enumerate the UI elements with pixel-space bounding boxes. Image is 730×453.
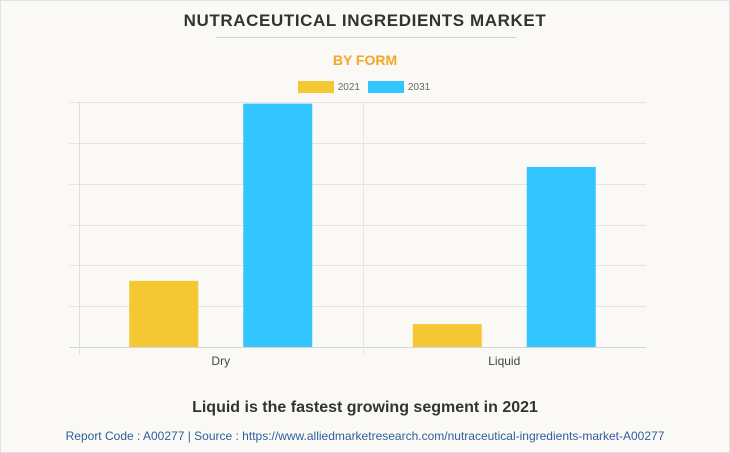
bar-chart: Dry Liquid — [69, 102, 646, 368]
legend-swatch-2021 — [297, 81, 334, 93]
source-citation[interactable]: Report Code : A00277 | Source : https://… — [65, 429, 665, 443]
chart-title: NUTRACEUTICAL INGREDIENTS MARKET — [183, 11, 547, 30]
bar-dry-2021 — [129, 280, 199, 347]
legend: 2021 2031 — [1, 81, 729, 93]
bar-dry-2031 — [243, 103, 313, 347]
x-tick-label-dry: Dry — [211, 354, 230, 368]
legend-item-2031[interactable]: 2031 — [368, 81, 430, 93]
legend-label-2021: 2021 — [337, 81, 360, 93]
bar-liquid-2031 — [526, 166, 596, 347]
legend-label-2031: 2031 — [408, 81, 431, 93]
chart-subtitle: BY FORM — [332, 52, 398, 68]
bar-liquid-2021 — [412, 324, 482, 347]
legend-item-2021[interactable]: 2021 — [297, 81, 360, 93]
x-tick-label-liquid: Liquid — [488, 354, 520, 368]
title-divider — [216, 37, 516, 38]
insight-text: Liquid is the fastest growing segment in… — [192, 399, 538, 416]
legend-swatch-2031 — [368, 81, 404, 93]
